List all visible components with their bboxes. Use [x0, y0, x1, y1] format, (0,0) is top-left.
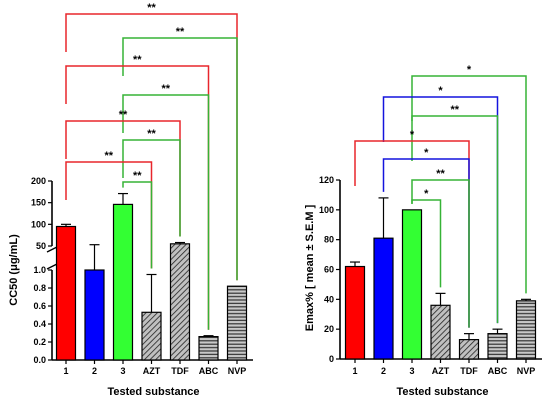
- bar: [430, 304, 451, 360]
- significance-label: **: [176, 26, 185, 38]
- y-tick-label: 0.6: [33, 301, 46, 311]
- y-tick-label: 20: [324, 324, 334, 334]
- x-tick-label: 1: [352, 366, 357, 376]
- x-tick-label: NVP: [517, 366, 536, 376]
- x-tick-label: 3: [409, 366, 414, 376]
- axis-break-mark: [46, 263, 58, 270]
- significance-bracket: [122, 139, 181, 237]
- y-tick-label: 100: [319, 205, 334, 215]
- y-tick-label: 0.0: [33, 355, 46, 365]
- x-tick-label: 2: [381, 366, 386, 376]
- significance-label: **: [147, 2, 156, 14]
- x-tick-label: AZT: [143, 366, 161, 376]
- bar: [112, 203, 134, 361]
- x-axis-label: Tested substance: [396, 386, 488, 398]
- y-tick-label: 80: [324, 235, 334, 245]
- bar: [226, 285, 248, 361]
- y-axis-label: Emax% [ mean ± S.E.M ]: [304, 204, 316, 331]
- x-axis-label: Tested substance: [107, 386, 199, 398]
- y-tick-label: 0: [329, 354, 334, 364]
- x-tick-label: 2: [92, 366, 97, 376]
- significance-bracket: [411, 199, 442, 288]
- x-tick-label: NVP: [228, 366, 247, 376]
- y-tick-label: 40: [324, 294, 334, 304]
- bar: [84, 269, 105, 361]
- x-tick-label: ABC: [199, 366, 219, 376]
- significance-label: **: [119, 109, 128, 121]
- significance-bracket: [122, 94, 210, 330]
- x-tick-label: ABC: [488, 366, 508, 376]
- y-tick-label: 120: [319, 175, 334, 185]
- significance-label: *: [410, 129, 415, 141]
- bar: [373, 237, 394, 360]
- significance-bracket: [122, 181, 153, 269]
- y-tick-label: 0.8: [33, 283, 46, 293]
- bar: [515, 300, 537, 360]
- significance-label: **: [133, 170, 142, 182]
- significance-label: *: [438, 85, 443, 97]
- significance-label: *: [467, 64, 472, 76]
- y-tick-label: 150: [31, 198, 46, 208]
- significance-bracket: [411, 75, 527, 294]
- bar: [344, 265, 366, 360]
- significance-bracket: [411, 179, 470, 328]
- significance-label: **: [147, 128, 156, 140]
- y-tick-label: 100: [31, 219, 46, 229]
- significance-label: *: [424, 188, 429, 200]
- x-tick-label: TDF: [171, 366, 189, 376]
- y-tick-label: 0.2: [33, 337, 46, 347]
- y-tick-label: 0.4: [33, 319, 46, 329]
- y-tick-label: 1.0: [33, 265, 46, 275]
- significance-bracket: [122, 37, 238, 281]
- bar: [141, 311, 162, 361]
- bar: [169, 243, 191, 361]
- significance-label: **: [133, 54, 142, 66]
- emax-chart: 0 20 40 60 80 100 120 1 2 3 AZT TDF ABC NVP Tested sub…: [304, 64, 542, 398]
- y-axis-label: CC50 (μg/mL): [8, 234, 20, 306]
- significance-label: **: [450, 104, 459, 116]
- bar: [487, 333, 508, 360]
- x-tick-label: 3: [120, 366, 125, 376]
- y-tick-label: 60: [324, 265, 334, 275]
- significance-bracket: [382, 158, 470, 328]
- significance-bracket: [411, 115, 499, 324]
- cc50-chart: 0.0 0.2 0.4 0.6 0.8 1.0 50 100 150 200 1 2 3 AZT TDF AB…: [8, 2, 253, 398]
- bar: [401, 209, 423, 360]
- x-tick-label: 1: [63, 366, 68, 376]
- bar: [198, 336, 219, 361]
- significance-label: *: [424, 147, 429, 159]
- axis-break-mark: [46, 246, 58, 253]
- y-tick-label: 200: [31, 176, 46, 186]
- y-tick-label: 50: [36, 241, 46, 251]
- x-tick-label: AZT: [432, 366, 450, 376]
- significance-label: **: [436, 168, 445, 180]
- x-tick-label: TDF: [460, 366, 478, 376]
- bar: [458, 339, 480, 360]
- significance-label: **: [104, 150, 113, 162]
- significance-label: **: [161, 83, 170, 95]
- bar: [55, 225, 77, 361]
